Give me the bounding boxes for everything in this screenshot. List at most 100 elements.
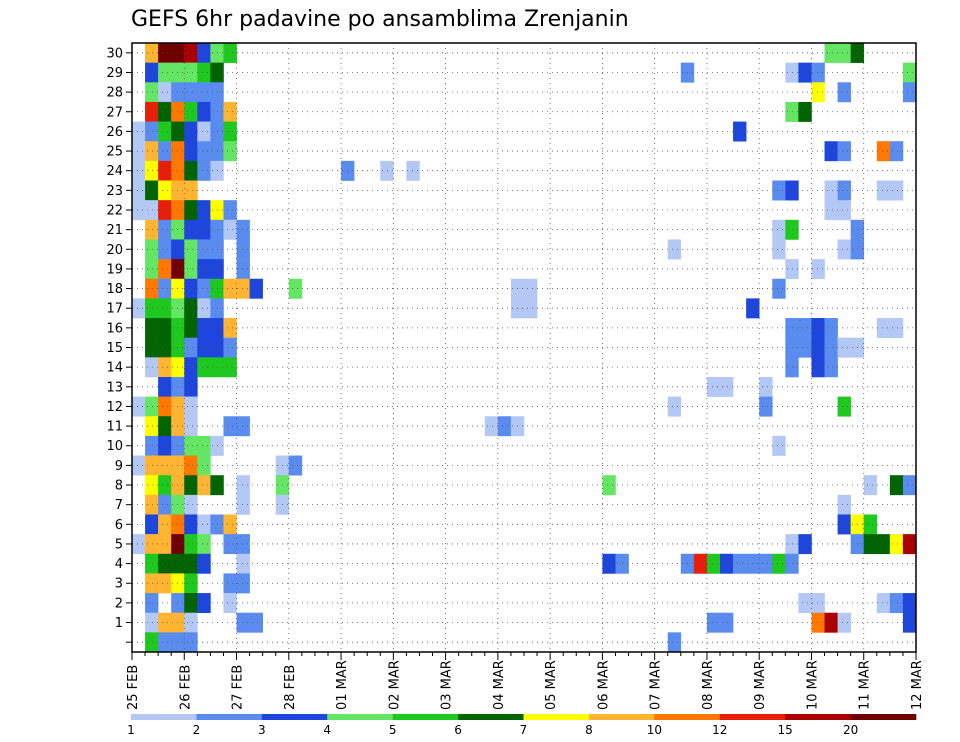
colorbar-tick-label: 1	[127, 723, 135, 737]
heatmap-cell	[798, 534, 812, 555]
y-tick-label: 11	[106, 420, 123, 435]
colorbar-tick-label: 4	[323, 723, 331, 737]
colorbar-tick-label: 10	[647, 723, 662, 737]
heatmap-cell	[236, 534, 250, 555]
heatmap-cell	[288, 455, 303, 476]
heatmap-cell	[837, 43, 851, 63]
heatmap-cell	[236, 553, 250, 574]
heatmap-cell	[223, 101, 237, 122]
heatmap-cell	[236, 416, 250, 437]
heatmap-cell	[184, 141, 198, 162]
heatmap-cell	[184, 357, 198, 378]
heatmap-cell	[184, 298, 198, 319]
heatmap-cell	[889, 141, 904, 162]
colorbar-swatch	[392, 714, 459, 720]
heatmap-cell	[902, 62, 917, 83]
x-tick-label: 01 MAR	[335, 660, 350, 710]
colorbar-swatch	[458, 714, 524, 720]
heatmap-cell	[184, 239, 198, 260]
y-tick-label: 15	[106, 341, 123, 356]
x-tick-label: 25 FEB	[126, 665, 141, 710]
heatmap-cell	[837, 200, 851, 221]
heatmap-cell	[837, 612, 851, 633]
heatmap-cell	[889, 180, 904, 201]
heatmap-cell	[824, 180, 838, 201]
heatmap-cell	[132, 121, 146, 142]
heatmap-cell	[876, 180, 891, 201]
heatmap-cell	[602, 553, 616, 574]
heatmap-cell	[184, 200, 198, 221]
heatmap-cell	[223, 416, 237, 437]
colorbar: 1 2 3 4 5 6 7 8 10 12 15 20	[127, 714, 917, 737]
heatmap-cell	[158, 376, 172, 397]
heatmap-cell	[759, 376, 773, 397]
heatmap-cell	[236, 259, 250, 280]
heatmap-cell	[158, 239, 172, 260]
colorbar-tick-label: 20	[843, 723, 858, 737]
y-tick-label: 16	[106, 321, 123, 336]
heatmap-cell	[798, 318, 812, 338]
y-tick-label: 13	[106, 380, 123, 395]
plot-area	[131, 42, 917, 653]
heatmap-cell	[197, 278, 211, 299]
heatmap-cell	[223, 141, 237, 162]
heatmap-cell	[197, 318, 211, 338]
heatmap-cell	[184, 632, 198, 653]
heatmap-cell	[145, 62, 159, 83]
heatmap-cell	[184, 416, 198, 437]
heatmap-cell	[184, 455, 198, 476]
heatmap-cell	[158, 475, 172, 496]
x-tick-label: 28 FEB	[283, 665, 298, 710]
heatmap-cell	[197, 101, 211, 122]
colorbar-swatch	[850, 714, 917, 720]
colorbar-tick-label: 12	[712, 723, 727, 737]
heatmap-cell	[223, 278, 237, 299]
heatmap-cell	[876, 318, 891, 338]
heatmap-cell	[158, 82, 172, 103]
heatmap-cell	[811, 259, 825, 280]
y-tick-label: 23	[106, 184, 123, 199]
heatmap-cell	[158, 259, 172, 280]
heatmap-cell	[197, 455, 211, 476]
y-tick-label: 8	[115, 479, 123, 494]
heatmap-cell	[824, 200, 838, 221]
heatmap-cell	[197, 298, 211, 319]
heatmap-cell	[706, 612, 721, 633]
heatmap-cell	[184, 376, 198, 397]
heatmap-cell	[158, 180, 172, 201]
x-tick-label: 07 MAR	[649, 660, 664, 710]
heatmap-cell	[184, 160, 198, 181]
heatmap-cell	[145, 455, 159, 476]
heatmap-cell	[236, 612, 250, 633]
heatmap-cell	[236, 573, 250, 594]
heatmap-cell	[158, 455, 172, 476]
heatmap-cell	[837, 494, 851, 515]
y-tick-label: 4	[115, 557, 123, 572]
heatmap-cell	[132, 534, 146, 555]
heatmap-cell	[184, 180, 198, 201]
heatmap-cell	[184, 121, 198, 142]
heatmap-cell	[145, 553, 159, 574]
heatmap-cell	[158, 337, 172, 358]
heatmap-cell	[145, 435, 159, 456]
heatmap-cell	[158, 357, 172, 378]
heatmap-cell	[145, 632, 159, 653]
heatmap-cell	[158, 632, 172, 653]
colorbar-swatch	[261, 714, 328, 720]
heatmap-cell	[145, 298, 159, 319]
heatmap-cell	[772, 278, 786, 299]
heatmap-cell	[184, 612, 198, 633]
colorbar-tick-label: 3	[258, 723, 266, 737]
heatmap-cell	[145, 416, 159, 437]
heatmap-cell	[824, 318, 838, 338]
y-tick-label: 22	[106, 203, 123, 218]
x-axis: 25 FEB 26 FEB 27 FEB 28 FEB 01 MAR 02 MAR 03 M…	[126, 652, 925, 710]
heatmap-cell	[223, 357, 237, 378]
heatmap-cell	[145, 101, 159, 122]
heatmap-cell	[145, 219, 159, 240]
heatmap-cell	[223, 573, 237, 594]
heatmap-cell	[197, 357, 211, 378]
heatmap-cell	[733, 553, 747, 574]
x-tick-label: 09 MAR	[753, 660, 768, 710]
heatmap-cell	[772, 553, 786, 574]
